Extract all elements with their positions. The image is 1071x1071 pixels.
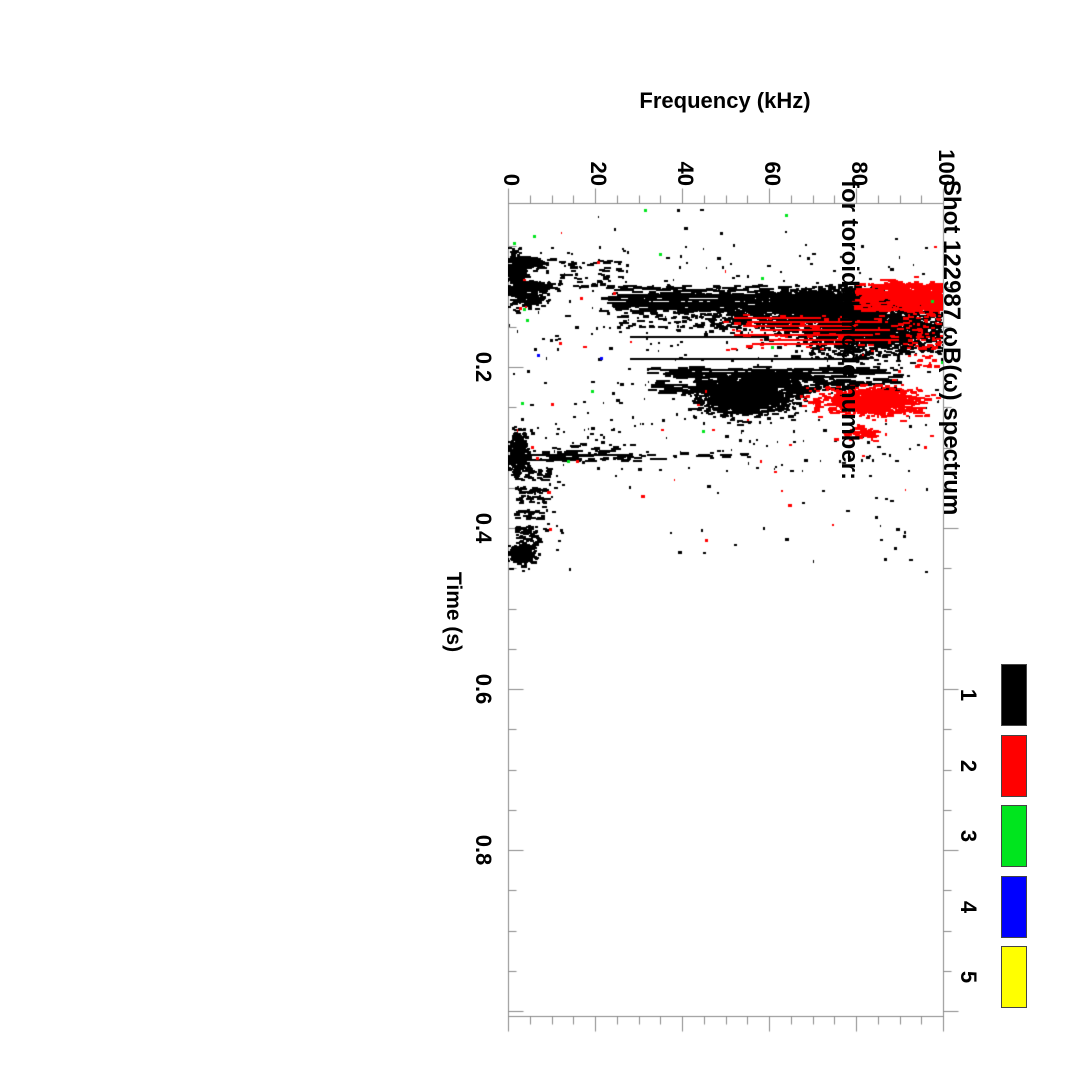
freq-tick-label: 20 [586,161,611,186]
legend-swatch-mode-1 [1001,664,1027,726]
time-tick-label: 0.8 [471,834,496,866]
legend-mode-label: 3 [956,829,981,843]
time-tick-label: 0.6 [471,673,496,705]
chart-title-line1: Shot 122987 ωB(ω) spectrum [938,180,965,516]
legend-mode-label: 2 [956,759,981,772]
freq-tick-label: 40 [673,161,698,186]
time-tick-label: 0.4 [471,512,496,544]
chart-title-line2: for toroidal mode number: [836,180,863,480]
legend-swatch-mode-4 [1001,875,1027,938]
frequency-axis-title: Frequency (kHz) [639,88,811,113]
legend-mode-label: 1 [956,688,981,702]
freq-tick-label: 60 [760,161,785,186]
time-axis-title: Time (s) [442,571,465,653]
legend-swatch-mode-2 [1001,734,1027,797]
freq-tick-label: 0 [499,173,524,186]
legend-swatch-mode-3 [1001,805,1027,867]
freq-tick-label: 100 [934,149,959,186]
scatter-plot-area [508,203,943,1016]
legend-swatch-mode-5 [1001,946,1027,1008]
legend-mode-label: 5 [956,970,981,984]
legend-mode-label: 4 [956,900,981,913]
chart-title: Shot 122987 ωB(ω) spectrum for toroidal … [764,180,1036,650]
freq-tick-label: 80 [847,161,872,186]
time-tick-label: 0.2 [471,351,496,383]
